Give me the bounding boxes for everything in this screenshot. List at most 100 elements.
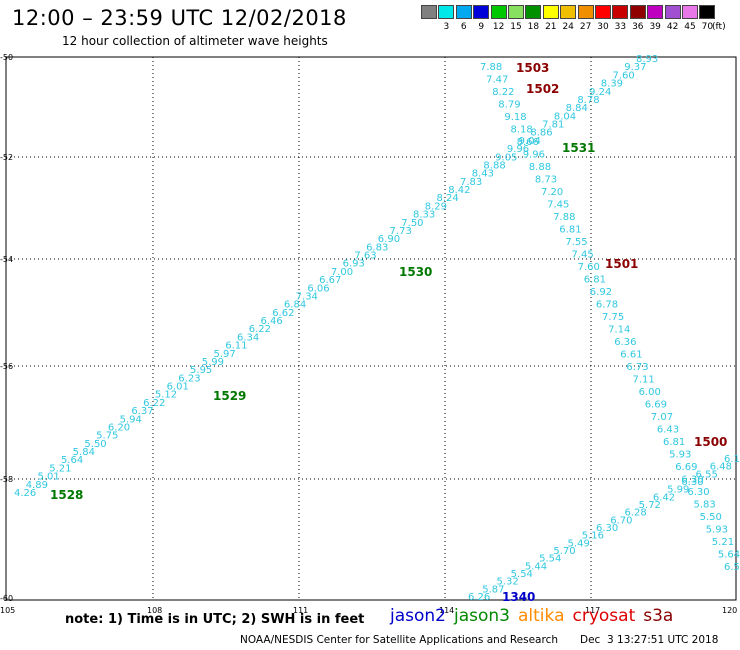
track-value-label: 6.28: [624, 508, 646, 519]
track-value-label: 7.88: [480, 62, 502, 73]
track-value-label: 7.45: [572, 250, 594, 261]
track-value-label: 7.88: [553, 212, 575, 223]
track-value-label: 8.84: [566, 103, 588, 114]
track-value-label: 8.24: [436, 193, 458, 204]
track-value-label: 6.81: [584, 275, 606, 286]
lon-tick-label: 105: [0, 606, 15, 615]
track-value-label: 6.26: [468, 592, 490, 603]
track-value-label: 6.48: [710, 462, 732, 473]
track-value-label: 5.54: [539, 554, 561, 565]
track-value-label: 8.42: [448, 185, 470, 196]
map-frame: [5, 56, 737, 601]
scale-swatch: [438, 5, 455, 19]
track-value-label: 6.55: [696, 469, 718, 480]
legend-jason2: jason2: [390, 606, 446, 626]
legend-s3a: s3a: [643, 606, 674, 626]
track-value-label: 6.81: [663, 437, 685, 448]
track-value-label: 8.66: [517, 137, 539, 148]
track-value-label: 6.5: [724, 562, 740, 573]
scale-tick-label: 9: [478, 22, 485, 32]
track-value-label: 6.20: [108, 422, 130, 433]
generated-timestamp: Dec 3 13:27:51 UTC 2018: [580, 634, 719, 646]
lat-tick-label: -50: [0, 53, 13, 62]
track-value-label: 6.1: [724, 454, 740, 465]
track-value-label: 7.07: [651, 412, 673, 423]
track-value-label: 5.49: [568, 538, 590, 549]
track-value-label: 6.73: [626, 362, 648, 373]
scale-swatch: [421, 5, 437, 19]
lat-tick-label: -60: [0, 594, 13, 603]
pass-label: 1340: [502, 590, 535, 604]
page-subtitle: 12 hour collection of altimeter wave hei…: [62, 34, 328, 48]
track-value-label: 5.99: [667, 485, 689, 496]
satellite-legend: jason2 jason3 altika cryosat s3a: [390, 606, 681, 626]
legend-cryosat: cryosat: [572, 606, 636, 626]
track-value-label: 9.37: [624, 62, 646, 73]
track-value-label: 7.75: [602, 312, 624, 323]
track-value-label: 8.93: [636, 54, 658, 65]
track-value-label: 5.21: [712, 537, 734, 548]
track-value-label: 6.01: [167, 382, 189, 393]
track-value-label: 5.44: [525, 561, 547, 572]
wave-height-color-scale: 3 6 9 12 15 18 21 24 27 30 33 36 39 42 45 70 (ft): [421, 5, 738, 35]
track-value-label: 7.55: [565, 237, 587, 248]
scale-tick-label: 3: [443, 22, 450, 32]
scale-swatch: [525, 5, 542, 19]
lon-tick-label: 114: [439, 606, 454, 615]
track-value-label: 6.46: [260, 316, 282, 327]
scale-swatch: [647, 5, 664, 19]
track-value-label: 6.81: [559, 225, 581, 236]
scale-tick-label: 39: [649, 22, 661, 32]
track-value-label: 7.34: [296, 291, 318, 302]
track-value-label: 5.16: [582, 531, 604, 542]
track-value-label: 8.22: [492, 87, 514, 98]
lat-tick-label: -54: [0, 255, 13, 264]
track-value-label: 7.00: [331, 267, 353, 278]
scale-swatch: [629, 5, 646, 19]
track-value-label: 6.70: [610, 515, 632, 526]
track-value-label: 5.54: [511, 569, 533, 580]
legend-altika: altika: [518, 606, 565, 626]
track-value-label: 6.34: [237, 332, 259, 343]
track-value-label: 8.39: [601, 79, 623, 90]
scale-tick-label: 6: [460, 22, 467, 32]
pass-label: 1500: [694, 435, 727, 449]
track-value-label: 6.67: [319, 275, 341, 286]
track-value-label: 8.88: [529, 162, 551, 173]
track-value-label: 6.42: [653, 492, 675, 503]
lat-tick-label: -58: [0, 475, 13, 484]
legend-jason3: jason3: [454, 606, 510, 626]
track-value-label: 5.64: [718, 550, 740, 561]
track-value-label: 6.30: [681, 477, 703, 488]
track-value-label: 6.84: [284, 300, 306, 311]
track-value-label: 6.93: [343, 259, 365, 270]
scale-swatch: [664, 5, 681, 19]
track-value-label: 9.05: [495, 152, 517, 163]
scale-tick-label: 70: [701, 22, 714, 32]
pass-label: 1530: [399, 265, 432, 279]
scale-tick-label: 33: [614, 22, 627, 32]
track-value-label: 9.18: [504, 112, 526, 123]
track-value-label: 5.95: [190, 365, 212, 376]
track-value-label: 7.60: [613, 70, 635, 81]
track-value-label: 8.43: [472, 169, 494, 180]
track-value-label: 7.73: [390, 226, 412, 237]
lon-tick-label: 111: [293, 606, 308, 615]
scale-tick-label: 18: [527, 22, 540, 32]
track-value-label: 5.93: [669, 450, 691, 461]
track-value-label: 5.93: [706, 525, 728, 536]
track-value-label: 8.78: [577, 95, 599, 106]
pass-label: 1501: [605, 257, 638, 271]
lon-tick-label: 108: [147, 606, 162, 615]
track-value-label: 6.78: [596, 300, 618, 311]
track-value-label: 8.79: [498, 100, 520, 111]
pass-label: 1503: [516, 61, 549, 75]
track-value-label: 7.81: [542, 120, 564, 131]
scale-tick-label: 12: [492, 22, 505, 32]
track-value-label: 7.83: [460, 177, 482, 188]
track-value-label: 7.63: [354, 251, 376, 262]
track-value-label: 6.22: [143, 398, 165, 409]
track-value-label: 6.90: [378, 234, 400, 245]
track-value-label: 6.22: [249, 324, 271, 335]
